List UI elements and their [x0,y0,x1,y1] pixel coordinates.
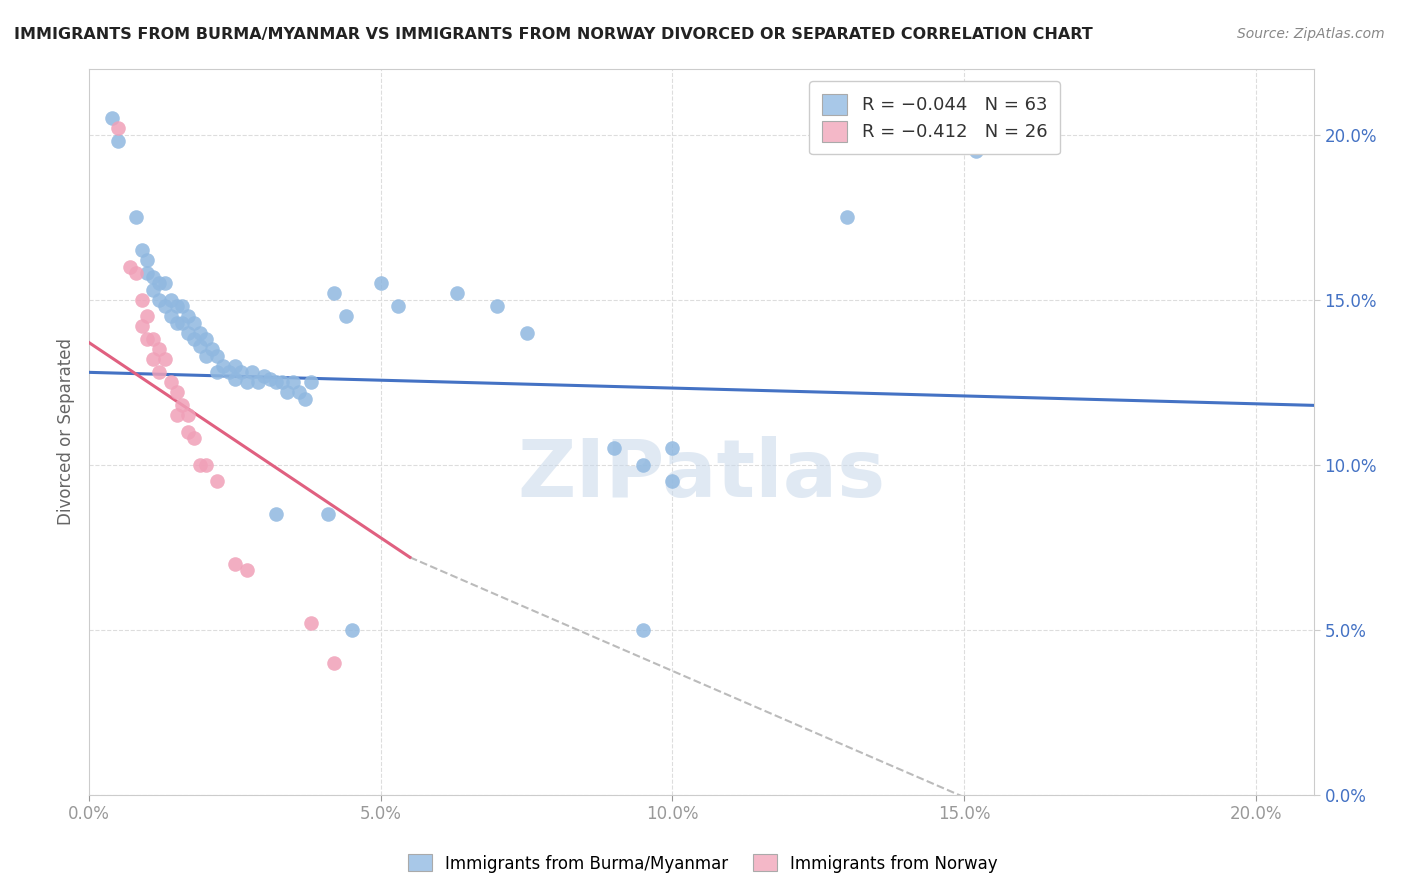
Point [316,508,339,522]
Point [194,349,217,363]
Point [136,253,159,268]
Point [207,365,229,379]
Point [212,359,235,373]
Point [283,376,305,390]
Point [631,458,654,472]
Point [107,134,129,148]
Point [288,385,311,400]
Point [166,316,188,330]
Point [188,339,211,353]
Point [335,309,357,323]
Point [153,299,176,313]
Point [188,458,211,472]
Point [235,564,257,578]
Point [242,365,264,379]
Point [207,349,229,363]
Point [177,409,200,423]
Point [264,376,287,390]
Point [661,442,683,456]
Point [183,332,205,346]
Point [837,210,859,224]
Point [194,332,217,346]
Legend: Immigrants from Burma/Myanmar, Immigrants from Norway: Immigrants from Burma/Myanmar, Immigrant… [402,847,1004,880]
Point [965,144,987,158]
Point [661,475,683,489]
Point [148,365,170,379]
Point [299,616,322,631]
Point [247,376,270,390]
Point [142,283,165,297]
Point [177,425,200,439]
Point [166,299,188,313]
Point [125,210,148,224]
Point [142,352,165,367]
Point [142,332,165,346]
Point [166,385,188,400]
Point [218,365,240,379]
Legend: R = −0.044   N = 63, R = −0.412   N = 26: R = −0.044 N = 63, R = −0.412 N = 26 [810,81,1060,154]
Point [148,276,170,290]
Point [486,299,509,313]
Point [142,269,165,284]
Point [172,398,194,412]
Point [118,260,141,274]
Text: IMMIGRANTS FROM BURMA/MYANMAR VS IMMIGRANTS FROM NORWAY DIVORCED OR SEPARATED CO: IMMIGRANTS FROM BURMA/MYANMAR VS IMMIGRA… [14,27,1092,42]
Point [183,316,205,330]
Point [101,111,124,125]
Point [177,326,200,340]
Point [229,365,252,379]
Point [136,309,159,323]
Point [446,286,468,301]
Point [224,359,246,373]
Point [631,623,654,637]
Point [188,326,211,340]
Point [125,266,148,280]
Point [224,372,246,386]
Point [148,293,170,307]
Point [131,293,153,307]
Point [253,368,276,383]
Point [148,343,170,357]
Point [172,299,194,313]
Point [207,475,229,489]
Point [153,276,176,290]
Point [172,316,194,330]
Point [153,352,176,367]
Point [264,508,287,522]
Point [299,376,322,390]
Point [159,293,181,307]
Text: ZIPatlas: ZIPatlas [517,436,886,515]
Point [194,458,217,472]
Point [131,319,153,334]
Point [370,276,392,290]
Point [259,372,281,386]
Point [235,376,257,390]
Point [136,266,159,280]
Point [224,557,246,571]
Point [159,309,181,323]
Point [387,299,409,313]
Text: Source: ZipAtlas.com: Source: ZipAtlas.com [1237,27,1385,41]
Point [323,286,346,301]
Point [131,243,153,257]
Point [107,120,129,135]
Point [270,376,292,390]
Point [159,376,181,390]
Point [516,326,538,340]
Point [603,442,626,456]
Point [323,656,346,670]
Point [294,392,316,406]
Point [340,623,363,637]
Point [166,409,188,423]
Point [276,385,298,400]
Point [177,309,200,323]
Point [200,343,222,357]
Point [136,332,159,346]
Point [183,431,205,445]
Y-axis label: Divorced or Separated: Divorced or Separated [58,338,75,525]
